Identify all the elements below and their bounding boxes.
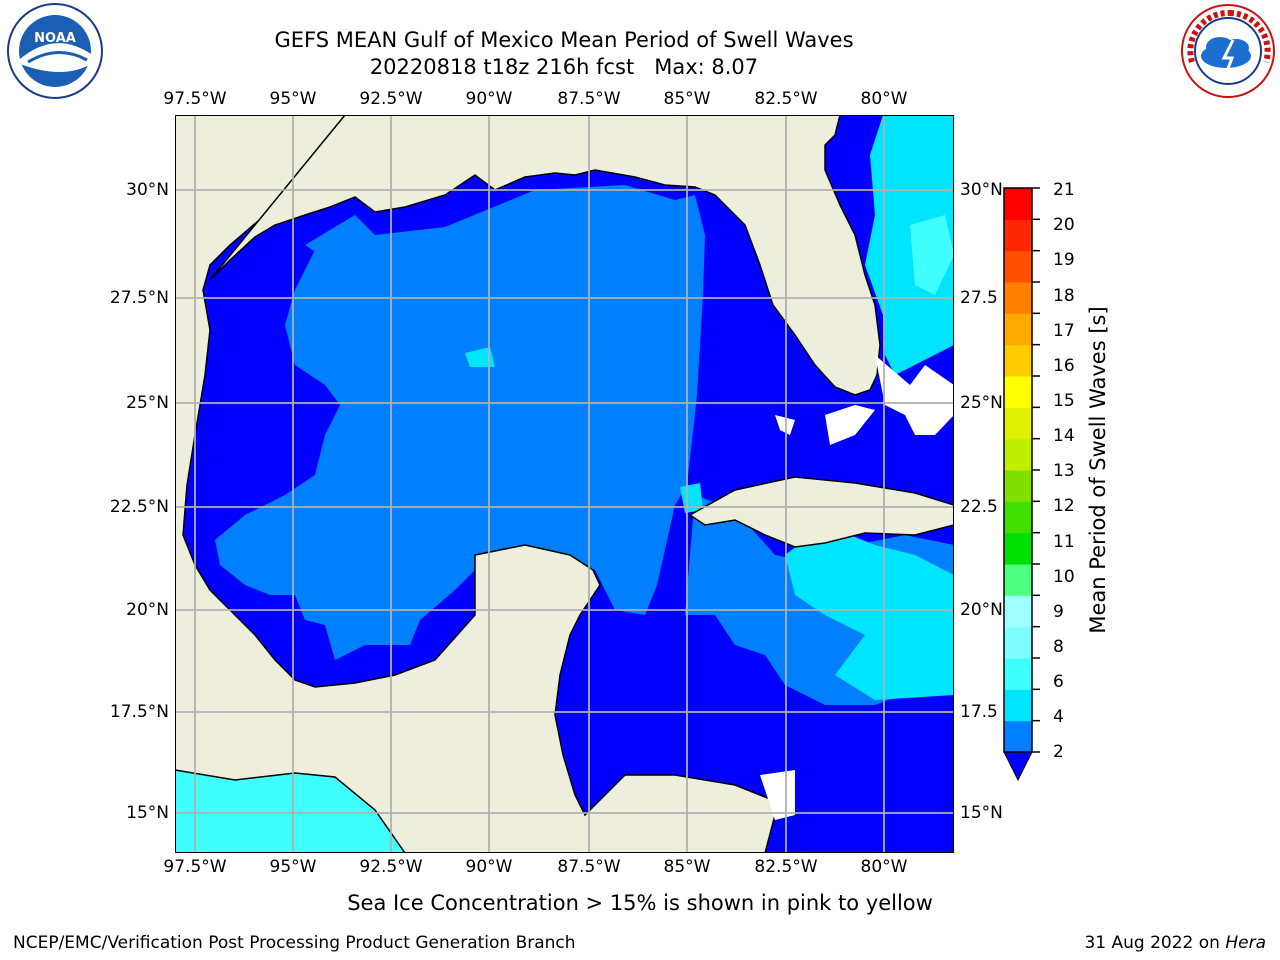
us-gulf-coast-land [209,115,881,396]
colorbar-tick-label: 15 [1053,391,1075,411]
title-line-1: GEFS MEAN Gulf of Mexico Mean Period of … [274,28,854,52]
lat-label-left: 27.5°N [109,288,169,308]
lon-label-top: 87.5°W [557,89,621,109]
mid-blue-region [305,215,375,265]
colorbar-segment [1004,438,1032,471]
svg-text:NOAA: NOAA [34,31,76,46]
colorbar [1003,187,1040,782]
lat-label-left: 22.5°N [109,497,169,517]
lon-label-bottom: 90°W [465,857,513,877]
lat-label-left: 20°N [126,600,169,620]
lat-label-right: 25°N [960,393,1003,413]
footer-date: 31 Aug 2022 on Hera [1084,933,1266,953]
colorbar-extend-triangle [1003,751,1033,782]
lon-label-top: 82.5°W [754,89,818,109]
no-data-patch [875,355,954,435]
lat-label-left: 15°N [126,803,169,823]
lon-label-bottom: 80°W [860,857,908,877]
footer-host: Hera [1225,933,1266,953]
colorbar-segment [1004,595,1032,628]
colorbar-label: Mean Period of Swell Waves [s] [1086,306,1110,634]
colorbar-tick-label: 14 [1053,426,1075,446]
colorbar-tick-label: 9 [1053,602,1064,622]
sea-ice-note: Sea Ice Concentration > 15% is shown in … [347,891,933,915]
lon-label-bottom: 85°W [663,857,711,877]
colorbar-tick-label: 21 [1053,180,1075,200]
colorbar-segment [1004,188,1032,220]
lon-label-bottom: 97.5°W [163,857,227,877]
no-data-patch [825,405,875,445]
colorbar-segment [1004,407,1032,440]
cyan-region [785,525,954,700]
colorbar-segments [1004,188,1032,753]
noaa-logo: NOAA [3,2,107,104]
lon-label-top: 90°W [465,89,513,109]
lat-label-right: 30°N [960,180,1003,200]
colorbar-tick-label: 20 [1053,215,1075,235]
lat-label-right: 20°N [960,600,1003,620]
colorbar-segment [1004,626,1032,659]
colorbar-tick-label: 19 [1053,250,1075,270]
footer-date-text: 31 Aug 2022 on [1084,933,1220,953]
lat-label-left: 17.5°N [109,702,169,722]
colorbar-segment [1004,501,1032,534]
colorbar-tick-label: 18 [1053,286,1075,306]
lat-label-right: 15°N [960,803,1003,823]
colorbar-tick-label: 4 [1053,707,1064,727]
lon-label-top: 85°W [663,89,711,109]
colorbar-tick-label: 12 [1053,496,1075,516]
colorbar-segment [1004,470,1032,502]
atlantic-light-region [910,215,954,295]
lat-label-left: 25°N [126,393,169,413]
colorbar-tick-label: 10 [1053,567,1075,587]
colorbar-segment [1004,282,1032,314]
cuba-land [688,476,954,548]
colorbar-segment [1004,376,1032,408]
lon-label-top: 95°W [269,89,317,109]
colorbar-tick-label: 17 [1053,321,1075,341]
colorbar-tick-label: 13 [1053,461,1075,481]
colorbar-segment [1004,564,1032,596]
colorbar-tick-label: 16 [1053,356,1075,376]
atlantic-cyan-region [865,115,954,375]
gulf-of-mexico-map [175,115,954,853]
lon-label-top: 97.5°W [163,89,227,109]
footer-credit: NCEP/EMC/Verification Post Processing Pr… [13,933,576,953]
cyan-spot [465,347,495,367]
colorbar-tick-label: 8 [1053,637,1064,657]
lon-label-top: 80°W [860,89,908,109]
lat-label-right: 17.5 [960,702,998,722]
lon-label-top: 92.5°W [359,89,423,109]
title-line-2: 20220818 t18z 216h fcst Max: 8.07 [369,55,759,79]
lon-label-bottom: 87.5°W [557,857,621,877]
lon-label-bottom: 92.5°W [359,857,423,877]
lat-label-right: 22.5 [960,497,998,517]
colorbar-segment [1004,532,1032,565]
cyan-spot [680,483,703,513]
colorbar-tick-label: 2 [1053,742,1064,762]
colorbar-tick-marks [1032,187,1040,753]
colorbar-tick-label: 6 [1053,672,1064,692]
colorbar-segment [1004,658,1032,690]
colorbar-segment [1004,219,1032,252]
mid-blue-region [215,185,705,660]
lat-label-left: 30°N [126,180,169,200]
nws-logo [1178,2,1278,104]
colorbar-segment [1004,344,1032,377]
colorbar-tick-label: 11 [1053,532,1075,552]
colorbar-segment [1004,250,1032,283]
lat-label-right: 27.5 [960,288,998,308]
lon-label-bottom: 82.5°W [754,857,818,877]
no-data-patch [775,415,795,435]
lon-label-bottom: 95°W [269,857,317,877]
colorbar-segment [1004,689,1032,722]
colorbar-segment [1004,313,1032,346]
colorbar-segment [1004,720,1032,753]
graticule [175,115,954,853]
